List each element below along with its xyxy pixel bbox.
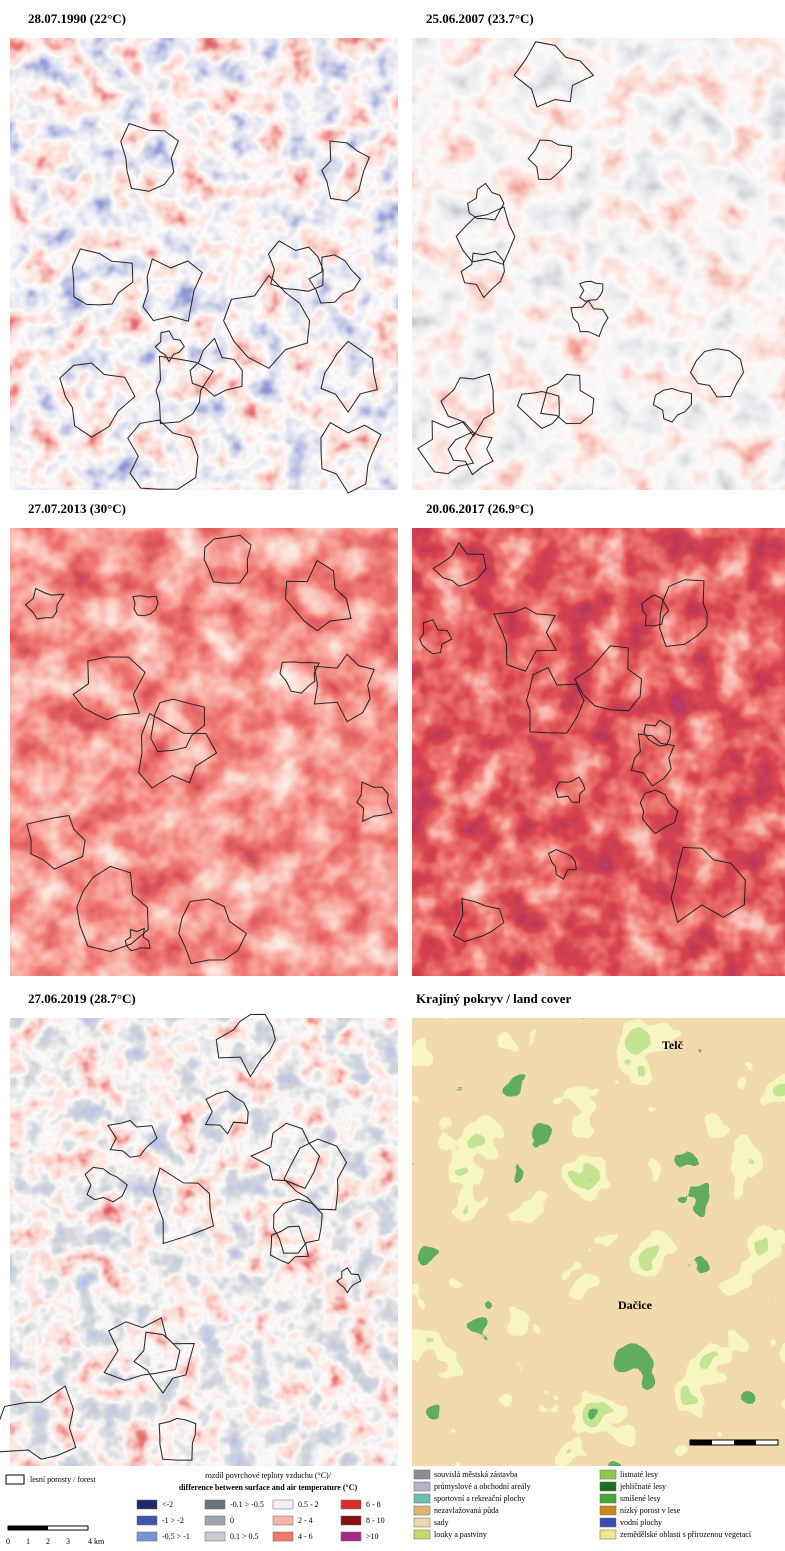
legend-title: rozdíl povrchové teploty vzduchu (°C)/ <box>205 1471 332 1480</box>
figure: 28.07.1990 (22°C) 25.06.2007 (23.7°C) 27.0… <box>0 0 785 1551</box>
panel-title: 25.06.2007 (23.7°C) <box>426 11 534 26</box>
scale-label: 2 <box>46 1537 50 1546</box>
legend-label: louky a pastviny <box>434 1530 487 1539</box>
legend-swatch <box>341 1532 361 1541</box>
legend-label: 0.5 - 2 <box>298 1500 319 1509</box>
legend-label: listnaté lesy <box>620 1470 658 1479</box>
legend-label: zemědělské oblasti s přirozenou vegetací <box>620 1530 752 1539</box>
legend-label: sportovní a rekreační plochy <box>434 1494 525 1503</box>
legend-label: jehličnaté lesy <box>619 1482 666 1491</box>
panel-title: 20.06.2017 (26.9°C) <box>426 501 534 516</box>
legend-swatch <box>414 1518 430 1527</box>
legend-swatch <box>600 1482 616 1491</box>
legend-swatch <box>273 1516 293 1525</box>
legend-swatch <box>414 1482 430 1491</box>
map-temperature <box>412 38 785 490</box>
scale-label: 1 <box>26 1537 30 1546</box>
legend-swatch <box>205 1516 225 1525</box>
map-temperature <box>412 528 785 976</box>
legend-swatch <box>414 1494 430 1503</box>
legend-label: lesní porosty / forest <box>30 1475 96 1484</box>
legend-swatch <box>600 1494 616 1503</box>
legend-label: 0.1 > 0.5 <box>230 1532 259 1541</box>
legend-label: smíšené lesy <box>620 1494 661 1503</box>
legend-label: sady <box>434 1518 449 1527</box>
legend-swatch <box>137 1500 157 1509</box>
map-temperature <box>10 1018 398 1466</box>
scale-label: 3 <box>66 1537 70 1546</box>
legend-swatch <box>414 1530 430 1539</box>
legend-label: -0.5 > -1 <box>162 1532 190 1541</box>
legend-swatch <box>137 1516 157 1525</box>
legend-swatch <box>341 1500 361 1509</box>
scale-bar <box>690 1440 712 1445</box>
legend-label: 0 <box>230 1516 234 1525</box>
legend-label: <-2 <box>162 1500 173 1509</box>
scale-bar <box>8 1526 48 1530</box>
map-temperature <box>10 38 398 490</box>
legend-label: 6 - 8 <box>366 1500 381 1509</box>
place-label: Telč <box>662 1038 684 1052</box>
legend-swatch <box>273 1532 293 1541</box>
panel-title: Krajiný pokryv / land cover <box>416 991 572 1006</box>
place-label: Dačice <box>618 1298 653 1312</box>
map-land-cover <box>412 1018 785 1466</box>
legend-swatch <box>6 1475 24 1484</box>
legend-label: vodní plochy <box>620 1518 662 1527</box>
legend-label: 8 - 10 <box>366 1516 385 1525</box>
legend-label: nízký porost v lese <box>620 1506 681 1515</box>
legend-swatch <box>600 1470 616 1479</box>
legend-swatch <box>414 1470 430 1479</box>
legend-label: průmyslové a obchodní areály <box>434 1482 531 1491</box>
panel-title: 27.06.2019 (28.7°C) <box>28 991 136 1006</box>
legend-label: nezavlažovaná půda <box>434 1506 499 1515</box>
scale-label: 0 <box>6 1537 10 1546</box>
legend-label: -0.1 > -0.5 <box>230 1500 264 1509</box>
legend-swatch <box>414 1506 430 1515</box>
legend-swatch <box>205 1532 225 1541</box>
legend-swatch <box>273 1500 293 1509</box>
panel-title: 28.07.1990 (22°C) <box>28 11 126 26</box>
legend-label: 4 - 6 <box>298 1532 313 1541</box>
map-temperature <box>10 528 398 976</box>
legend-title: difference between surface and air tempe… <box>179 1483 358 1492</box>
legend-label: >10 <box>366 1532 379 1541</box>
legend-swatch <box>137 1532 157 1541</box>
legend-label: souvislá městská zástavba <box>434 1470 518 1479</box>
panel-title: 27.07.2013 (30°C) <box>28 501 126 516</box>
legend-label: 2 - 4 <box>298 1516 313 1525</box>
legend-swatch <box>205 1500 225 1509</box>
legend-swatch <box>600 1530 616 1539</box>
scale-bar <box>734 1440 756 1445</box>
legend-swatch <box>341 1516 361 1525</box>
scale-label: 4 km <box>88 1537 105 1546</box>
legend-label: -1 > -2 <box>162 1516 184 1525</box>
legend-swatch <box>600 1506 616 1515</box>
legend-swatch <box>600 1518 616 1527</box>
